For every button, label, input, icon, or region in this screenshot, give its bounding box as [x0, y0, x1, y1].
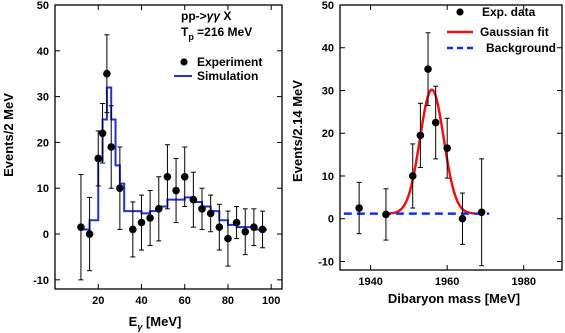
left-y-tick-label: 20: [37, 137, 49, 149]
chart-left: -10 0 10 20 30 40 50 20 40 60 80 100 Events/2 MeV E…: [1, 0, 283, 332]
right-legend: Exp. data Gaussian fit Background: [447, 5, 556, 55]
right-x-tick-label: 1980: [511, 276, 535, 288]
left-data-point: [232, 218, 241, 227]
right-data-point: [458, 214, 467, 223]
right-data-point: [408, 172, 417, 180]
left-data-point: [98, 129, 107, 138]
left-x-tick-label: 80: [222, 295, 234, 307]
left-x-tick-label: 60: [179, 295, 191, 307]
left-y-tick-label: 40: [37, 46, 49, 58]
left-y-tick-label: 10: [37, 183, 49, 195]
left-data-point: [224, 234, 232, 243]
left-data-point: [258, 225, 267, 234]
left-data-point: [137, 218, 146, 227]
left-x-tick-label: 20: [92, 295, 104, 307]
right-legend-marker-exp-data: [456, 8, 464, 16]
left-x-tick-label: 100: [262, 295, 280, 307]
chart-right: -10 0 10 20 30 40 50 1940 1960 1980 Events/2.14 M…: [290, 0, 563, 306]
right-x-axis-label: Dibaryon mass [MeV]: [388, 291, 520, 306]
left-data-point: [77, 223, 85, 231]
left-annotation-reaction: pp->γγ X: [181, 9, 231, 23]
right-x-tick-label: 1940: [358, 276, 382, 288]
left-legend-marker-experiment: [180, 58, 188, 66]
left-data-point: [85, 230, 94, 238]
left-plot-frame: [54, 4, 283, 290]
right-data-point: [416, 131, 425, 140]
right-gaussian-fit-curve: [389, 88, 475, 215]
left-y-tick-label: 30: [37, 92, 49, 104]
right-data-point: [431, 118, 440, 127]
left-data-point: [146, 214, 154, 222]
left-y-tick-label: -10: [33, 275, 49, 287]
left-data-point: [129, 225, 137, 234]
left-annotation-beam-energy: Tp =216 MeV: [181, 25, 252, 42]
left-data-point: [94, 154, 103, 163]
left-legend-label-experiment: Experiment: [197, 55, 262, 69]
right-data-point: [355, 204, 363, 212]
left-x-tick-label: 40: [135, 295, 147, 307]
left-y-tick-label: 0: [43, 229, 49, 241]
left-data-point: [241, 227, 250, 236]
left-data-point: [189, 195, 198, 204]
right-y-tick-label: 20: [322, 128, 334, 140]
right-data-point: [477, 208, 486, 217]
left-data-point: [215, 223, 224, 231]
right-x-tick-label: 1960: [435, 276, 459, 288]
right-y-tick-label: -10: [318, 256, 334, 268]
right-data-point: [443, 144, 451, 152]
right-legend-label-gaussian-fit: Gaussian fit: [480, 25, 549, 39]
left-data-point: [198, 205, 206, 213]
left-data-point: [103, 69, 111, 78]
left-data-point: [154, 205, 163, 213]
right-data-point: [382, 210, 390, 219]
left-y-axis-label: Events/2 MeV: [1, 93, 16, 177]
right-legend-label-exp-data: Exp. data: [482, 5, 536, 19]
left-data-point: [163, 172, 172, 181]
left-data-point: [180, 172, 189, 181]
right-y-tick-label: 30: [322, 85, 334, 97]
left-x-axis-label: Eγ [MeV]: [129, 314, 182, 332]
left-data-point: [250, 223, 258, 231]
left-legend-label-simulation: Simulation: [197, 69, 258, 83]
left-data-point: [107, 143, 116, 151]
right-y-tick-label: 0: [328, 214, 334, 226]
right-plot-frame: [339, 4, 563, 271]
left-data-point: [206, 209, 215, 218]
left-legend: Experiment Simulation: [174, 55, 262, 83]
left-data-point: [172, 186, 180, 195]
right-y-axis-label: Events/2.14 MeV: [290, 80, 305, 182]
right-data-point: [424, 65, 432, 73]
right-y-tick-label: 10: [322, 171, 334, 183]
left-data-point: [116, 184, 124, 193]
left-y-tick-label: 50: [37, 0, 49, 12]
right-y-tick-label: 40: [322, 43, 334, 55]
right-legend-label-background: Background: [486, 41, 556, 55]
right-y-tick-label: 50: [322, 0, 334, 12]
